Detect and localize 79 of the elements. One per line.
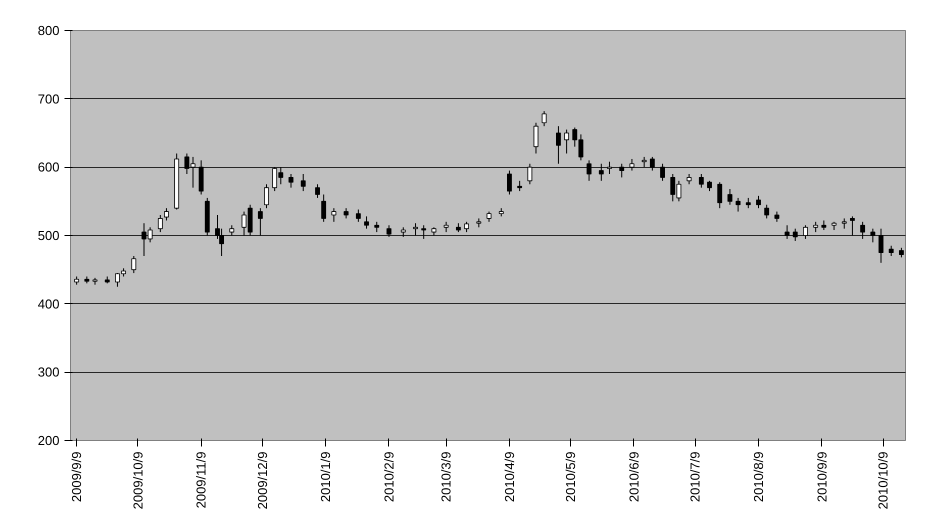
candlestick xyxy=(642,156,647,168)
candlestick xyxy=(386,224,392,238)
candlestick xyxy=(707,180,712,192)
x-tick-label: 2010/2/9 xyxy=(381,451,396,502)
candlestick xyxy=(660,163,665,182)
x-tick-label: 2009/12/9 xyxy=(254,451,270,510)
candlestick xyxy=(564,129,570,154)
candlestick xyxy=(315,184,320,198)
y-tick-label: 300 xyxy=(38,364,60,380)
candlestick xyxy=(158,214,163,233)
y-tick-label: 400 xyxy=(38,296,60,312)
candlestick xyxy=(878,228,884,264)
candlestick xyxy=(356,209,361,222)
candlestick xyxy=(586,160,592,182)
candlestick xyxy=(164,208,169,221)
candlestick xyxy=(486,211,492,222)
candlestick xyxy=(258,208,263,236)
candlestick xyxy=(229,224,234,236)
candlestick xyxy=(464,221,470,233)
candlestick xyxy=(850,216,855,236)
candlestick xyxy=(527,163,532,185)
candlestick xyxy=(629,158,634,172)
candlestick xyxy=(300,174,306,192)
candlestick xyxy=(756,195,761,209)
x-tick-label: 2010/8/9 xyxy=(751,451,766,502)
x-tick-label: 2010/10/9 xyxy=(876,451,891,510)
x-tick-label: 2010/1/9 xyxy=(318,451,334,502)
y-tick-label: 800 xyxy=(38,23,60,38)
candlestick xyxy=(727,188,732,206)
y-tick-label: 500 xyxy=(38,228,60,243)
candlestick xyxy=(717,182,722,209)
candlestick xyxy=(421,224,426,240)
candlestick xyxy=(400,226,406,238)
candlestick xyxy=(650,156,655,172)
x-tick-label: 2010/4/9 xyxy=(502,451,517,502)
candlestick xyxy=(813,221,818,233)
candlestick xyxy=(321,194,326,222)
candlestick xyxy=(803,224,808,240)
candlestick xyxy=(764,204,770,219)
candlestick xyxy=(686,174,692,185)
candlestick xyxy=(860,221,866,240)
candlestick xyxy=(619,163,624,178)
candlestick xyxy=(870,228,876,243)
candlestick xyxy=(517,180,522,192)
x-tick-label: 2010/5/9 xyxy=(563,451,578,502)
candlestick xyxy=(413,222,418,236)
y-tick-label: 700 xyxy=(38,91,60,106)
candlestick xyxy=(898,247,904,258)
y-tick-label: 600 xyxy=(38,160,60,175)
candlestick xyxy=(774,211,780,222)
candlestick xyxy=(131,256,136,274)
candlestick xyxy=(784,224,790,240)
x-tick-label: 2009/10/9 xyxy=(130,451,146,510)
candlestick xyxy=(198,160,204,195)
candlestick xyxy=(607,161,612,174)
candlestick xyxy=(344,208,349,219)
candlestick xyxy=(444,221,449,233)
candlestick xyxy=(821,220,826,231)
candlestick xyxy=(542,110,547,127)
candlestick xyxy=(698,174,704,188)
x-tick-label: 2009/9/9 xyxy=(69,451,84,502)
candlestick xyxy=(842,218,847,230)
candlestick xyxy=(534,122,538,154)
x-tick-label: 2009/11/9 xyxy=(194,451,209,508)
candlestick xyxy=(331,208,336,222)
candlestick xyxy=(888,245,894,256)
x-tick-label: 2010/3/9 xyxy=(438,451,454,502)
x-tick-label: 2010/7/9 xyxy=(688,451,703,502)
candlestick xyxy=(364,216,369,230)
candlestick xyxy=(556,126,561,164)
candlestick xyxy=(288,174,294,188)
candlestick xyxy=(736,197,741,212)
candlestick xyxy=(506,170,512,195)
candlestick xyxy=(598,163,604,182)
candlestick xyxy=(264,184,269,209)
x-tick-label: 2010/6/9 xyxy=(626,451,642,502)
candlestick xyxy=(792,228,798,242)
y-tick-label: 200 xyxy=(38,433,60,448)
x-tick-label: 2010/9/9 xyxy=(814,451,830,502)
